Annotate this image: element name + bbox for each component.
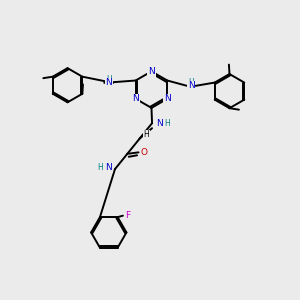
Text: F: F	[125, 211, 130, 220]
Text: N: N	[188, 81, 195, 90]
Text: N: N	[105, 163, 112, 172]
Text: N: N	[132, 94, 139, 103]
Text: H: H	[106, 75, 112, 84]
Text: O: O	[140, 148, 147, 157]
Text: N: N	[164, 94, 171, 103]
Text: N: N	[105, 78, 112, 87]
Text: N: N	[156, 119, 163, 128]
Text: H: H	[188, 78, 194, 87]
Text: H: H	[98, 163, 103, 172]
Text: N: N	[148, 67, 155, 76]
Text: H: H	[164, 119, 170, 128]
Text: H: H	[143, 130, 149, 140]
